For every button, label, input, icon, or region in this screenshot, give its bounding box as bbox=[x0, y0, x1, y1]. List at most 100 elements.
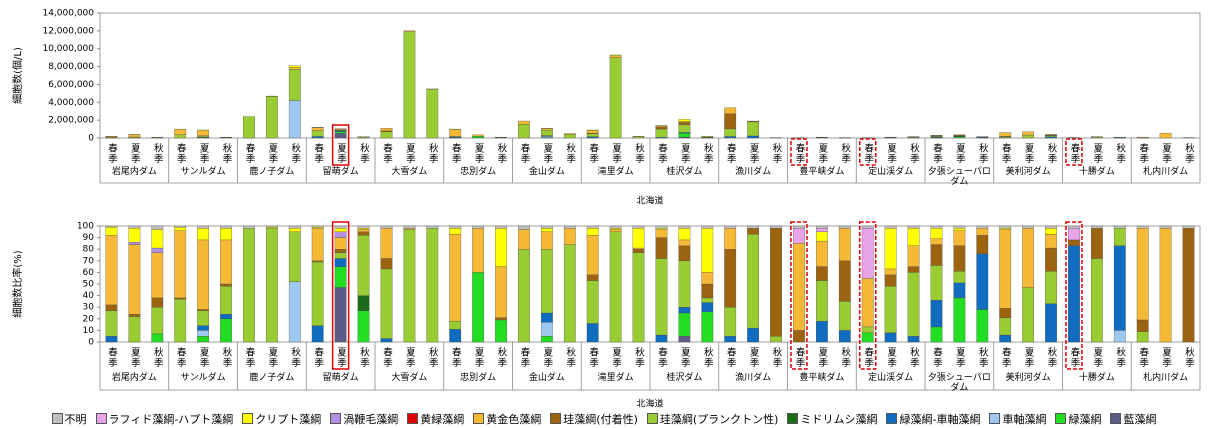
bar-segment bbox=[128, 242, 141, 245]
bar-segment bbox=[953, 225, 966, 229]
x-tick-label: 秋季 bbox=[702, 346, 714, 368]
legend-item: ミドリムシ藻綱 bbox=[787, 411, 877, 427]
legend-item: 不明 bbox=[51, 411, 87, 427]
bar-segment bbox=[334, 133, 347, 139]
group-label: 豊平峡ダム bbox=[799, 373, 845, 383]
x-tick-label: 夏季 bbox=[1091, 143, 1103, 164]
bar-segment bbox=[609, 231, 622, 343]
y-tick-label: 60 bbox=[83, 268, 95, 278]
x-tick-label: 春季 bbox=[1000, 346, 1012, 368]
x-tick-label: 春季 bbox=[587, 346, 599, 368]
group-label: 鹿ノ子ダム bbox=[249, 373, 295, 383]
bar-segment bbox=[586, 136, 599, 139]
bar-segment bbox=[838, 330, 851, 343]
y-tick-label: 20 bbox=[83, 314, 95, 324]
bar-segment bbox=[495, 266, 507, 318]
bar-segment bbox=[701, 272, 714, 285]
bar-segment bbox=[426, 225, 439, 229]
group-label: サンルダム bbox=[180, 167, 226, 177]
bar-segment bbox=[1045, 303, 1057, 343]
x-tick-label: 秋季 bbox=[427, 142, 439, 164]
legend-item: 緑藻綱-車軸藻綱 bbox=[886, 411, 980, 427]
bar-segment bbox=[701, 136, 714, 138]
bar-segment bbox=[174, 225, 187, 228]
bar-segment bbox=[1113, 228, 1126, 246]
group-label: 豊平峡ダム bbox=[799, 167, 845, 177]
x-tick-label: 春季 bbox=[931, 142, 943, 164]
bar-segment bbox=[1022, 228, 1035, 288]
bar-segment bbox=[930, 265, 943, 301]
bar-segment bbox=[930, 228, 943, 239]
bar-segment bbox=[540, 312, 553, 323]
bar-segment bbox=[151, 225, 164, 230]
x-tick-label: 秋季 bbox=[1183, 142, 1195, 164]
bar-segment bbox=[793, 243, 805, 331]
bar-segment bbox=[311, 228, 324, 261]
bar-segment bbox=[1113, 245, 1126, 331]
bar-segment bbox=[334, 131, 347, 134]
y-tick-label: 6,000,000 bbox=[48, 80, 94, 90]
bar-segment bbox=[403, 225, 416, 229]
y-tick-label: 90 bbox=[83, 233, 95, 243]
bar-segment bbox=[884, 274, 897, 287]
region-label: 北海道 bbox=[636, 195, 663, 207]
legend-swatch bbox=[330, 413, 342, 424]
bar-segment bbox=[265, 96, 278, 139]
group-label: 滝里ダム bbox=[597, 373, 634, 383]
legend-item: 渦鞭毛藻綱 bbox=[330, 411, 398, 427]
bar-segment bbox=[311, 136, 324, 139]
bar-segment bbox=[747, 225, 760, 229]
bar-segment bbox=[243, 228, 255, 343]
x-tick-label: 秋季 bbox=[358, 142, 370, 164]
x-tick-label: 秋季 bbox=[1114, 346, 1126, 368]
bar-segment bbox=[655, 225, 668, 229]
bar-segment bbox=[174, 298, 187, 343]
group-label: 美利河ダム bbox=[1005, 373, 1051, 383]
bar-segment bbox=[449, 233, 462, 322]
bar-segment bbox=[678, 307, 691, 314]
bar-segment bbox=[953, 136, 966, 139]
x-tick-label: 夏季 bbox=[473, 347, 485, 368]
x-tick-label: 秋季 bbox=[152, 346, 164, 368]
bar-segment bbox=[1136, 228, 1149, 321]
bar-segment bbox=[655, 229, 668, 238]
legend-item: 緑藻綱 bbox=[1055, 411, 1101, 427]
bar-segment bbox=[655, 128, 668, 138]
bar-segment bbox=[999, 334, 1012, 343]
bar-segment bbox=[197, 228, 210, 241]
x-tick-label: 夏季 bbox=[198, 347, 210, 368]
bar-segment bbox=[311, 261, 324, 326]
bar-segment bbox=[1136, 319, 1149, 332]
x-tick-label: 春季 bbox=[725, 346, 737, 368]
bar-segment bbox=[151, 333, 164, 343]
bar-segment bbox=[838, 260, 851, 302]
bar-segment bbox=[334, 258, 347, 267]
x-tick-label: 秋季 bbox=[839, 142, 851, 164]
legend: 不明 ラフィド藻綱-ハプト藻綱 クリプト藻綱 渦鞭毛藻綱 黄緑藻綱 黄金色藻綱 珪藻綱(付着… bbox=[0, 411, 1208, 427]
bar-segment bbox=[884, 286, 897, 333]
group-label: 十勝ダム bbox=[1078, 373, 1115, 383]
bar-segment bbox=[105, 136, 118, 138]
x-tick-label: 夏季 bbox=[335, 143, 347, 164]
bar-segment bbox=[724, 225, 737, 229]
bar-segment bbox=[197, 325, 210, 331]
bar-segment bbox=[747, 120, 760, 123]
bar-segment bbox=[1068, 239, 1080, 246]
bar-segment bbox=[1022, 131, 1035, 136]
bar-segment bbox=[1045, 233, 1057, 249]
bar-segment bbox=[1090, 258, 1103, 343]
x-tick-label: 夏季 bbox=[129, 143, 141, 164]
bar-segment bbox=[220, 225, 232, 229]
bar-segment bbox=[518, 229, 530, 250]
x-tick-label: 春季 bbox=[587, 142, 599, 164]
highlight-box bbox=[331, 221, 350, 370]
y-tick-label: 4,000,000 bbox=[48, 98, 94, 108]
bar-segment bbox=[380, 128, 393, 132]
bar-segment bbox=[586, 225, 599, 229]
bar-segment bbox=[930, 244, 943, 266]
bar-segment bbox=[655, 125, 668, 127]
bar-segment bbox=[861, 228, 874, 279]
bar-segment bbox=[678, 245, 691, 261]
legend-swatch bbox=[51, 413, 63, 424]
x-tick-label: 秋季 bbox=[908, 346, 920, 368]
